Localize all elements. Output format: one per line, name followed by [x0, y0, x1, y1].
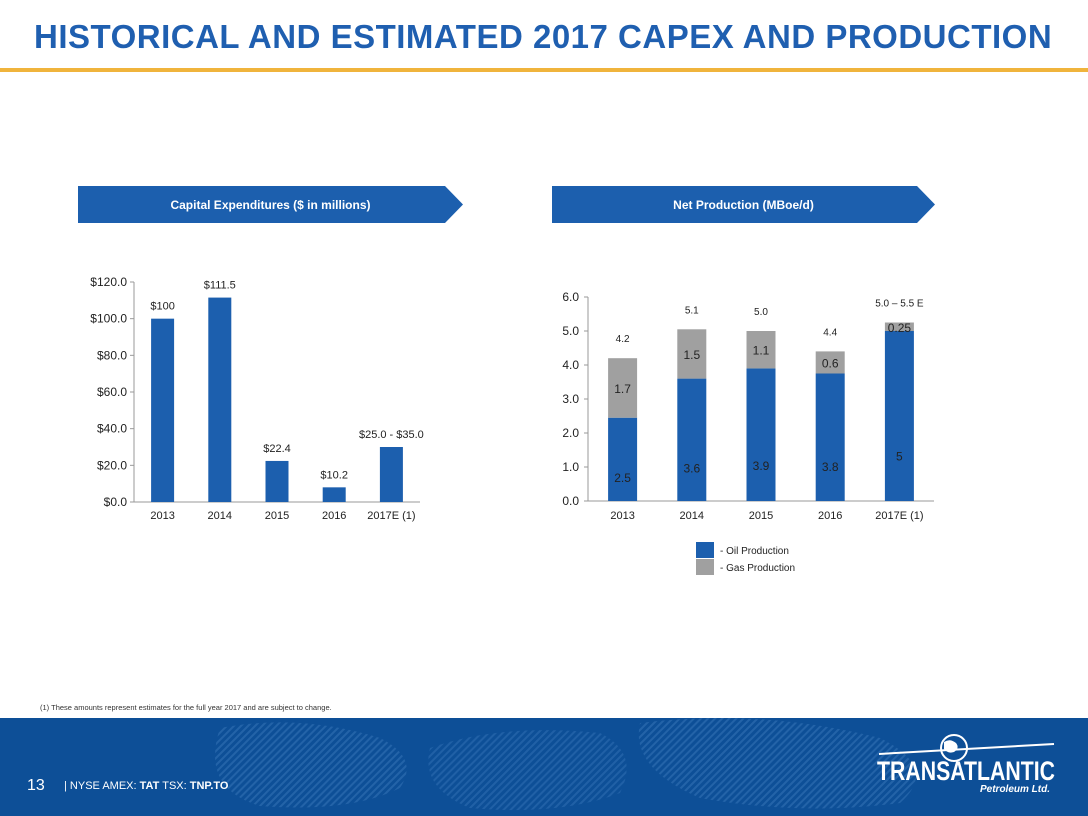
- capex-chart-banner: Capital Expenditures ($ in millions): [78, 186, 463, 223]
- gas-segment-label: 0.6: [822, 356, 839, 370]
- y-tick-label: $20.0: [97, 458, 127, 472]
- y-tick-label: $40.0: [97, 422, 127, 436]
- oil-production-bar: [884, 331, 914, 501]
- x-tick-label: 2016: [818, 510, 842, 522]
- gas-segment-label: 1.7: [614, 382, 631, 396]
- production-stacked-bar-chart: 0.0 1.0 2.0 3.0 4.0 5.0 6.0 2.5 1.7 4.2 2013 3.6 1.5…: [562, 290, 934, 575]
- x-tick-label: 2017E (1): [875, 510, 923, 522]
- x-tick-label: 2016: [322, 510, 346, 522]
- oil-segment-label: 3.6: [683, 461, 700, 475]
- x-tick-label: 2017E (1): [367, 510, 415, 522]
- world-map-background: [215, 718, 916, 811]
- oil-segment-label: 5: [896, 450, 903, 464]
- oil-production-bar: [746, 368, 776, 501]
- capex-data-label: $111.5: [204, 280, 236, 292]
- legend-label-oil: - Oil Production: [720, 546, 789, 557]
- footer-bar: [0, 718, 1088, 816]
- x-tick-label: 2013: [150, 510, 174, 522]
- capex-bar: [151, 318, 175, 502]
- ticker-separator: |: [64, 780, 67, 792]
- oil-segment-label: 3.9: [753, 459, 770, 473]
- production-chart-banner: Net Production (MBoe/d): [552, 186, 935, 223]
- x-tick-label: 2015: [265, 510, 289, 522]
- page-number: 13: [27, 777, 45, 794]
- oil-production-bar: [815, 373, 845, 501]
- total-label: 5.0 – 5.5 E: [875, 299, 924, 310]
- gas-production-bar: [677, 329, 707, 379]
- capex-bar-chart: $0.0 $20.0 $40.0 $60.0 $80.0 $100.0 $120.0 $100…: [90, 275, 424, 522]
- legend-label-gas: - Gas Production: [720, 563, 795, 574]
- oil-segment-label: 3.8: [822, 460, 839, 474]
- total-label: 5.1: [685, 305, 699, 316]
- total-label: 4.2: [616, 334, 630, 345]
- capex-bar: [379, 447, 403, 502]
- gas-production-bar: [608, 358, 638, 418]
- x-tick-label: 2013: [610, 510, 634, 522]
- gas-segment-label: 0.25: [888, 321, 912, 335]
- capex-data-label: $25.0 - $35.0: [359, 429, 424, 441]
- y-tick-label: 5.0: [562, 324, 579, 338]
- y-tick-label: 4.0: [562, 358, 579, 372]
- y-tick-label: $80.0: [97, 348, 127, 362]
- y-tick-label: 1.0: [562, 460, 579, 474]
- title-divider: [0, 68, 1088, 72]
- capex-bar: [265, 460, 289, 502]
- y-tick-label: 0.0: [562, 494, 579, 508]
- x-tick-label: 2015: [749, 510, 773, 522]
- legend-swatch-gas: [696, 559, 714, 575]
- capex-bar: [322, 487, 346, 502]
- oil-segment-label: 2.5: [614, 471, 631, 485]
- ticker-tsx-symbol: TNP.TO: [189, 780, 229, 792]
- ticker-amex-label: NYSE AMEX:: [69, 780, 137, 792]
- ticker-amex-symbol: TAT: [139, 780, 160, 792]
- oil-production-bar: [608, 417, 638, 501]
- x-tick-label: 2014: [208, 510, 232, 522]
- y-tick-label: $100.0: [90, 312, 127, 326]
- capex-bar: [208, 297, 232, 502]
- ticker-line: | NYSE AMEX: TAT TSX: TNP.TO: [64, 780, 228, 792]
- logo-wordmark: TRANSATLANTIC: [877, 756, 1055, 786]
- gas-production-bar: [884, 322, 914, 331]
- gas-segment-label: 1.5: [683, 348, 700, 362]
- transatlantic-logo: TRANSATLANTIC Petroleum Ltd.: [877, 734, 1055, 795]
- total-label: 5.0: [754, 307, 768, 318]
- y-tick-label: $0.0: [104, 495, 128, 509]
- capex-data-label: $10.2: [320, 469, 348, 481]
- gas-segment-label: 1.1: [753, 344, 770, 358]
- y-tick-label: 6.0: [562, 290, 579, 304]
- legend-swatch-oil: [696, 542, 714, 558]
- logo-subtitle: Petroleum Ltd.: [980, 784, 1050, 795]
- gas-production-bar: [815, 351, 845, 374]
- footnote: (1) These amounts represent estimates fo…: [40, 703, 332, 712]
- gas-production-bar: [746, 331, 776, 369]
- oil-production-bar: [677, 378, 707, 501]
- capex-data-label: $100: [150, 301, 174, 313]
- y-tick-label: 3.0: [562, 392, 579, 406]
- ticker-tsx-label: TSX:: [162, 780, 187, 792]
- y-tick-label: 2.0: [562, 426, 579, 440]
- x-tick-label: 2014: [680, 510, 704, 522]
- total-label: 4.4: [823, 327, 837, 338]
- capex-data-label: $22.4: [263, 443, 291, 455]
- page-title: HISTORICAL AND ESTIMATED 2017 CAPEX AND …: [34, 18, 1053, 55]
- y-tick-label: $60.0: [97, 385, 127, 399]
- y-tick-label: $120.0: [90, 275, 127, 289]
